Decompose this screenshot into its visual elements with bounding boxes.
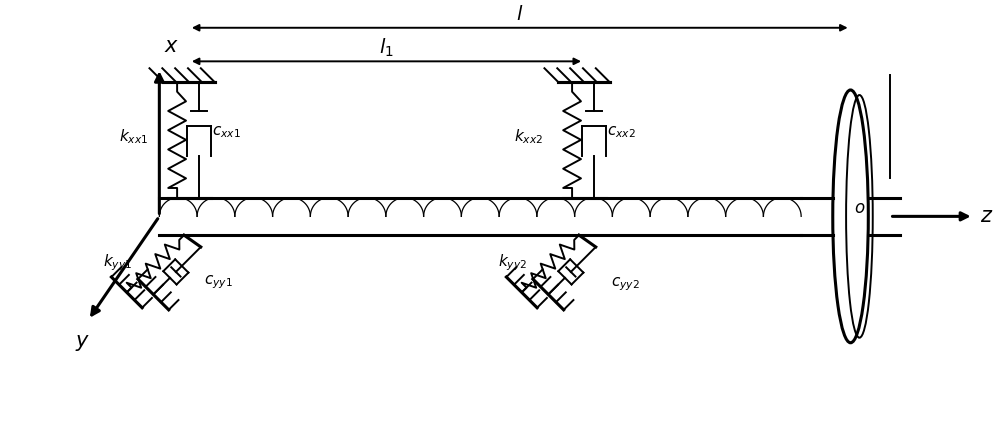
Text: $l$: $l$ [516,5,523,24]
Text: $k_{xx2}$: $k_{xx2}$ [514,127,543,146]
Text: $z$: $z$ [980,206,993,227]
Text: $c_{xx2}$: $c_{xx2}$ [607,125,636,140]
Text: $l_1$: $l_1$ [379,36,394,59]
Text: $o$: $o$ [854,200,865,217]
Text: $x$: $x$ [164,36,179,56]
Text: $k_{yy1}$: $k_{yy1}$ [103,253,132,273]
Text: $c_{yy2}$: $c_{yy2}$ [611,276,640,293]
Text: $k_{yy2}$: $k_{yy2}$ [498,253,527,273]
Text: $c_{yy1}$: $c_{yy1}$ [204,274,233,291]
Text: $y$: $y$ [75,333,90,353]
Text: $k_{xx1}$: $k_{xx1}$ [119,127,148,146]
Text: $c_{xx1}$: $c_{xx1}$ [212,125,241,140]
